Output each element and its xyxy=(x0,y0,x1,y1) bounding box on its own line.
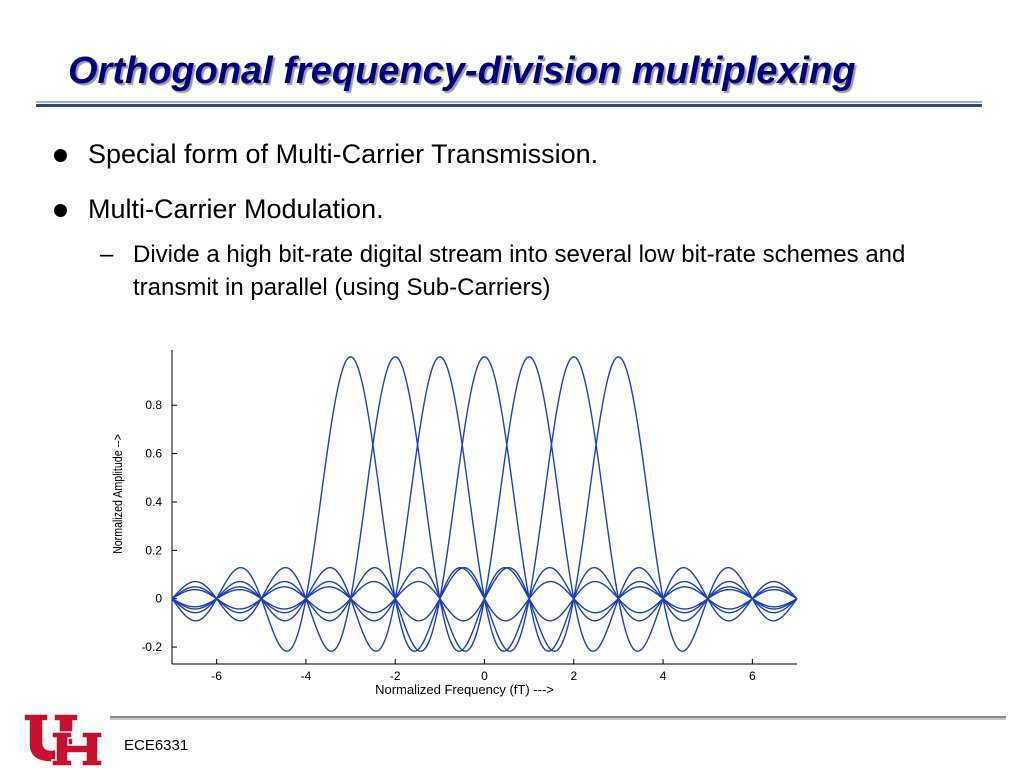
y-tick-label: -0.2 xyxy=(141,640,162,654)
sub-bullet-text: Divide a high bit-rate digital stream in… xyxy=(133,241,906,301)
subcarrier-curve xyxy=(171,356,798,652)
subcarrier-curve xyxy=(171,356,798,652)
bullet-text: Special form of Multi-Carrier Transmissi… xyxy=(88,139,599,169)
subcarrier-curve xyxy=(171,356,798,652)
subcarrier-curve xyxy=(171,356,798,652)
bullet-dot-icon xyxy=(54,149,67,162)
y-tick-label: 0.2 xyxy=(145,543,162,557)
bullet-dot-icon xyxy=(54,204,67,217)
x-tick-label: 6 xyxy=(749,669,756,683)
footer-rule xyxy=(110,716,1006,720)
y-tick-label: 0.8 xyxy=(145,398,162,412)
x-tick-label: 2 xyxy=(570,669,577,683)
x-tick-label: -2 xyxy=(390,669,401,683)
slide-title: Orthogonal frequency-division multiplexi… xyxy=(68,50,856,92)
ofdm-spectrum-chart: -0.2 0 0.2 0.4 0.6 0.8 -6 -4 -2 0 2 4 6 Normalized Fr… xyxy=(110,350,798,697)
x-tick-label: 0 xyxy=(481,669,488,683)
title-underline xyxy=(36,101,982,107)
y-tick-label: 0.4 xyxy=(145,495,162,509)
bullet-text: Multi-Carrier Modulation. xyxy=(88,194,384,224)
y-tick-label: 0 xyxy=(155,592,162,606)
x-tick-label: 4 xyxy=(660,669,667,683)
x-axis-label: Normalized Frequency (fT) ---> xyxy=(375,682,554,697)
x-tick-label: -4 xyxy=(301,669,312,683)
subcarrier-curve xyxy=(171,356,798,652)
uh-logo xyxy=(23,713,103,767)
y-tick-label: 0.6 xyxy=(145,447,162,461)
logo-h-shape xyxy=(51,731,103,767)
footer-course-code: ECE6331 xyxy=(124,737,189,754)
subcarrier-curve xyxy=(171,356,798,652)
sub-bullet-dash: – xyxy=(100,241,114,268)
y-axis-label: Normalized Amplitude --> xyxy=(110,434,125,554)
x-tick-label: -6 xyxy=(211,669,222,683)
subcarrier-curve xyxy=(171,356,798,652)
